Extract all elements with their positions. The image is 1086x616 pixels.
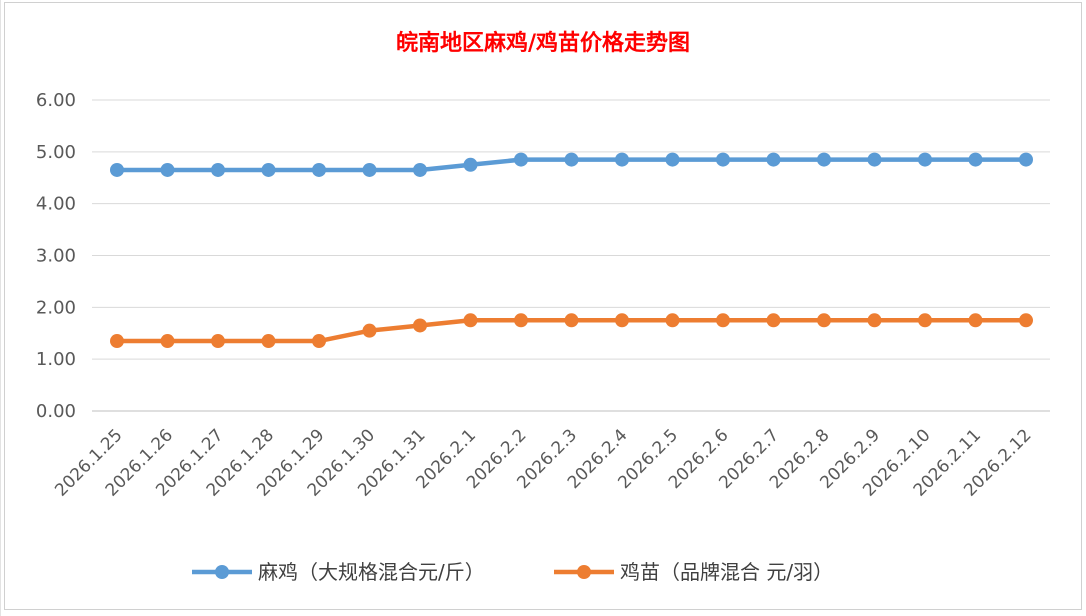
data-point[interactable] bbox=[160, 334, 175, 349]
data-point[interactable] bbox=[817, 313, 831, 328]
data-point[interactable] bbox=[716, 313, 730, 328]
data-point[interactable] bbox=[261, 334, 276, 349]
legend-label: 麻鸡（大规格混合元/斤） bbox=[258, 560, 485, 584]
y-tick-label: 1.00 bbox=[36, 349, 76, 370]
data-point[interactable] bbox=[514, 152, 528, 167]
chart-title: 皖南地区麻鸡/鸡苗价格走势图 bbox=[396, 30, 690, 56]
data-point[interactable] bbox=[362, 162, 377, 177]
data-point[interactable] bbox=[110, 334, 124, 349]
legend-item[interactable]: 麻鸡（大规格混合元/斤） bbox=[192, 560, 485, 584]
data-point[interactable] bbox=[514, 313, 528, 328]
data-point[interactable] bbox=[211, 162, 225, 177]
data-point[interactable] bbox=[564, 152, 579, 167]
data-point[interactable] bbox=[615, 313, 629, 328]
data-point[interactable] bbox=[312, 162, 326, 177]
data-point[interactable] bbox=[665, 152, 680, 167]
data-point[interactable] bbox=[817, 152, 831, 167]
chart-area[interactable] bbox=[4, 2, 1082, 610]
y-tick-label: 0.00 bbox=[36, 401, 76, 422]
y-tick-label: 5.00 bbox=[36, 142, 76, 163]
gridlines bbox=[92, 99, 1050, 412]
data-point[interactable] bbox=[564, 313, 579, 328]
y-tick-label: 4.00 bbox=[36, 194, 76, 215]
series-1 bbox=[110, 152, 1033, 177]
y-tick-label: 3.00 bbox=[36, 246, 76, 267]
series-group bbox=[110, 152, 1033, 349]
data-point[interactable] bbox=[968, 313, 983, 328]
legend-label: 鸡苗（品牌混合 元/羽） bbox=[620, 560, 833, 584]
data-point[interactable] bbox=[968, 152, 983, 167]
data-point[interactable] bbox=[716, 152, 730, 167]
data-point[interactable] bbox=[211, 334, 225, 349]
data-point[interactable] bbox=[665, 313, 680, 328]
data-point[interactable] bbox=[261, 162, 276, 177]
legend-marker bbox=[577, 565, 591, 579]
x-axis-ticks: 2026.1.252026.1.262026.1.272026.1.282026… bbox=[51, 425, 1035, 500]
data-point[interactable] bbox=[867, 152, 882, 167]
y-tick-label: 2.00 bbox=[36, 297, 76, 318]
data-point[interactable] bbox=[766, 313, 781, 328]
data-point[interactable] bbox=[867, 313, 882, 328]
y-tick-label: 6.00 bbox=[36, 90, 76, 111]
data-point[interactable] bbox=[110, 162, 124, 177]
data-point[interactable] bbox=[463, 157, 478, 172]
data-point[interactable] bbox=[918, 152, 932, 167]
legend-marker bbox=[215, 565, 229, 579]
data-point[interactable] bbox=[362, 323, 377, 338]
data-point[interactable] bbox=[615, 152, 629, 167]
legend-item[interactable]: 鸡苗（品牌混合 元/羽） bbox=[554, 560, 833, 584]
y-axis-ticks: 0.00 1.00 2.00 3.00 4.00 5.00 6.00 bbox=[36, 90, 76, 422]
data-point[interactable] bbox=[312, 334, 326, 349]
legend: 麻鸡（大规格混合元/斤） 鸡苗（品牌混合 元/羽） bbox=[192, 560, 833, 584]
data-point[interactable] bbox=[1019, 313, 1033, 328]
data-point[interactable] bbox=[918, 313, 932, 328]
data-point[interactable] bbox=[1019, 152, 1033, 167]
series-2 bbox=[110, 313, 1033, 349]
data-point[interactable] bbox=[413, 162, 427, 177]
data-point[interactable] bbox=[413, 318, 427, 333]
data-point[interactable] bbox=[463, 313, 478, 328]
data-point[interactable] bbox=[160, 162, 175, 177]
data-point[interactable] bbox=[766, 152, 781, 167]
